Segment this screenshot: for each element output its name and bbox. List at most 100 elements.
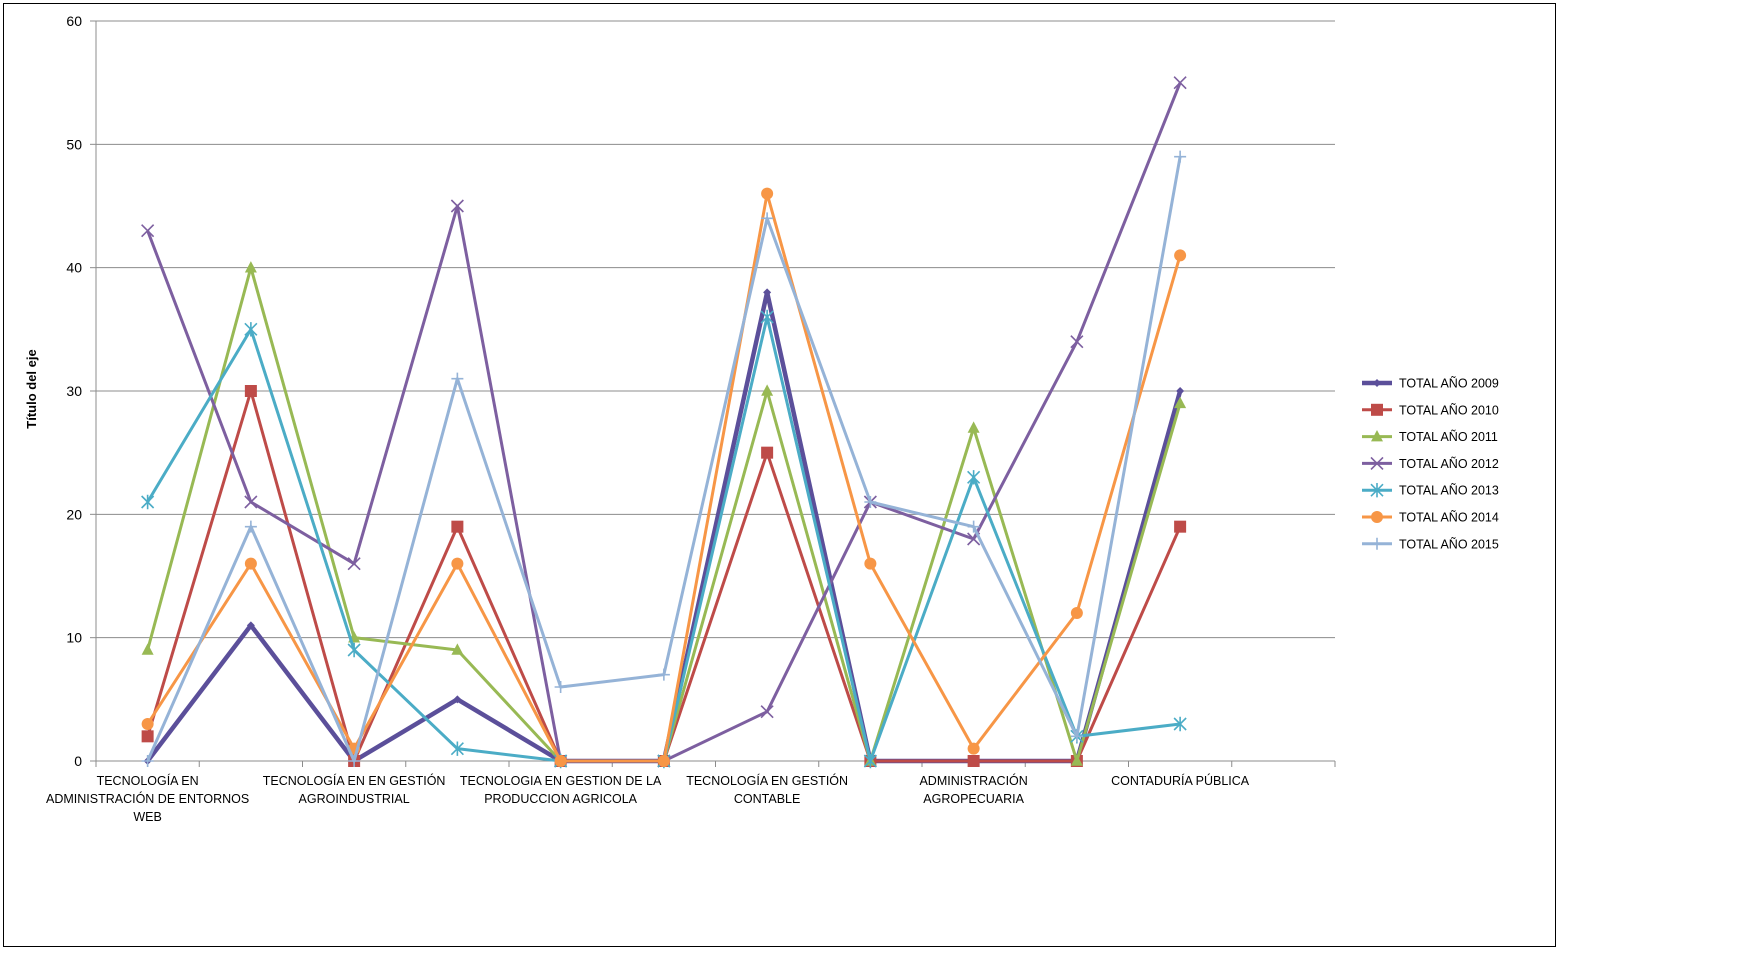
data-point [141, 755, 154, 767]
legend: TOTAL AÑO 2009 TOTAL AÑO 2010 TOTAL AÑO 20… [1362, 377, 1499, 551]
legend-item: TOTAL AÑO 2011 [1362, 430, 1498, 444]
x-category-label: TECNOLOGÍA EN GESTIÓN CONTABLE [686, 773, 848, 806]
legend-label: TOTAL AÑO 2014 [1399, 511, 1499, 525]
legend-label: TOTAL AÑO 2011 [1399, 430, 1498, 444]
y-tick-label: 30 [66, 383, 82, 399]
y-tick-label: 20 [66, 506, 82, 522]
data-point [864, 557, 877, 570]
data-point [451, 557, 464, 570]
data-point [347, 557, 361, 571]
data-point [451, 643, 464, 655]
legend-item: TOTAL AÑO 2014 [1362, 511, 1499, 525]
data-point [967, 421, 980, 433]
data-point [554, 681, 567, 693]
legend-label: TOTAL AÑO 2009 [1399, 377, 1499, 391]
x-category-label-line: TECNOLOGÍA EN [97, 773, 199, 788]
series-lines [141, 76, 1187, 769]
data-point [761, 384, 774, 396]
data-point [967, 520, 980, 533]
data-point [347, 642, 361, 658]
y-tick-label: 60 [66, 13, 82, 29]
legend-label: TOTAL AÑO 2015 [1399, 537, 1499, 551]
data-point [657, 668, 670, 681]
data-point [246, 621, 255, 630]
data-point [141, 224, 155, 238]
series-total-a-o-2013 [141, 309, 1187, 769]
x-category-label-line: PRODUCCION AGRICOLA [484, 792, 637, 806]
data-point [967, 470, 981, 485]
data-point [554, 755, 567, 767]
data-point [1070, 607, 1083, 619]
data-point [1174, 249, 1187, 262]
x-category-label-line: CONTADURÍA PÚBLICA [1111, 773, 1250, 788]
legend-item: TOTAL AÑO 2010 [1362, 403, 1499, 417]
chart-frame [3, 3, 1556, 947]
y-tick-label: 0 [74, 753, 82, 769]
data-point [761, 446, 774, 459]
series-total-a-o-2012 [141, 76, 1187, 768]
legend-item: TOTAL AÑO 2015 [1362, 537, 1499, 551]
series-line [146, 82, 1182, 763]
legend-label: TOTAL AÑO 2013 [1399, 484, 1499, 498]
data-point [451, 372, 464, 385]
data-point [1173, 76, 1187, 90]
data-point [1173, 716, 1187, 732]
data-point [1371, 403, 1383, 416]
data-point [141, 730, 154, 743]
data-point [141, 643, 154, 655]
series-total-a-o-2014 [141, 187, 1187, 767]
data-point [450, 741, 464, 756]
data-point [863, 753, 877, 769]
data-point [141, 494, 155, 510]
y-tick-label: 50 [66, 136, 82, 152]
series-total-a-o-2015 [141, 150, 1187, 767]
data-point [1174, 150, 1187, 163]
data-point [761, 187, 774, 200]
x-category-label-line: AGROINDUSTRIAL [299, 792, 410, 806]
x-category-label: TECNOLOGÍA EN EN GESTIÓN AGROINDUSTRIAL [263, 773, 446, 806]
x-category-label: TECNOLOGIA EN GESTION DE LA PRODUCCION AG… [460, 774, 662, 806]
data-point [244, 557, 257, 570]
axes [95, 21, 1336, 767]
x-category-labels: TECNOLOGÍA EN ADMINISTRACIÓN DE ENTORNOS W… [46, 773, 1250, 824]
x-category-label-line: TECNOLOGIA EN GESTION DE LA [460, 774, 662, 788]
data-point [453, 695, 462, 704]
data-point [967, 755, 980, 767]
data-point [1070, 754, 1083, 766]
x-category-label-line: CONTABLE [734, 792, 800, 806]
x-category-label: TECNOLOGÍA EN ADMINISTRACIÓN DE ENTORNOS W… [46, 773, 249, 824]
data-point [1370, 456, 1384, 470]
x-category-label: CONTADURÍA PÚBLICA [1111, 773, 1250, 788]
data-point [763, 288, 772, 297]
data-point [244, 322, 258, 337]
data-point [450, 199, 464, 213]
x-category-label-line: ADMINISTRACIÓN DE ENTORNOS [46, 791, 249, 806]
x-category-label: ADMINISTRACIÓN AGROPECUARIA [919, 773, 1027, 806]
series-total-a-o-2009 [143, 288, 1185, 765]
x-category-label-line: AGROPECUARIA [923, 792, 1024, 806]
data-point [1373, 379, 1381, 387]
y-axis-title: Título del eje [24, 349, 39, 428]
data-point [1174, 396, 1187, 409]
data-point [244, 261, 257, 273]
data-point [244, 495, 258, 509]
legend-item: TOTAL AÑO 2009 [1362, 377, 1499, 391]
data-point [657, 755, 670, 767]
data-point [1371, 430, 1383, 442]
series-line [146, 389, 1182, 763]
data-point [244, 385, 257, 397]
data-point [1070, 335, 1084, 349]
data-point [1371, 511, 1383, 523]
x-category-label-line: WEB [133, 810, 161, 824]
x-category-label-line: TECNOLOGÍA EN EN GESTIÓN [263, 773, 446, 788]
legend-label: TOTAL AÑO 2010 [1399, 403, 1499, 417]
data-point [451, 520, 464, 533]
y-tick-label: 40 [66, 260, 82, 276]
legend-label: TOTAL AÑO 2012 [1399, 457, 1499, 471]
data-point [967, 742, 980, 755]
data-point [141, 718, 154, 730]
legend-item: TOTAL AÑO 2012 [1362, 456, 1499, 471]
data-point [1371, 537, 1383, 550]
data-point [1370, 483, 1384, 498]
